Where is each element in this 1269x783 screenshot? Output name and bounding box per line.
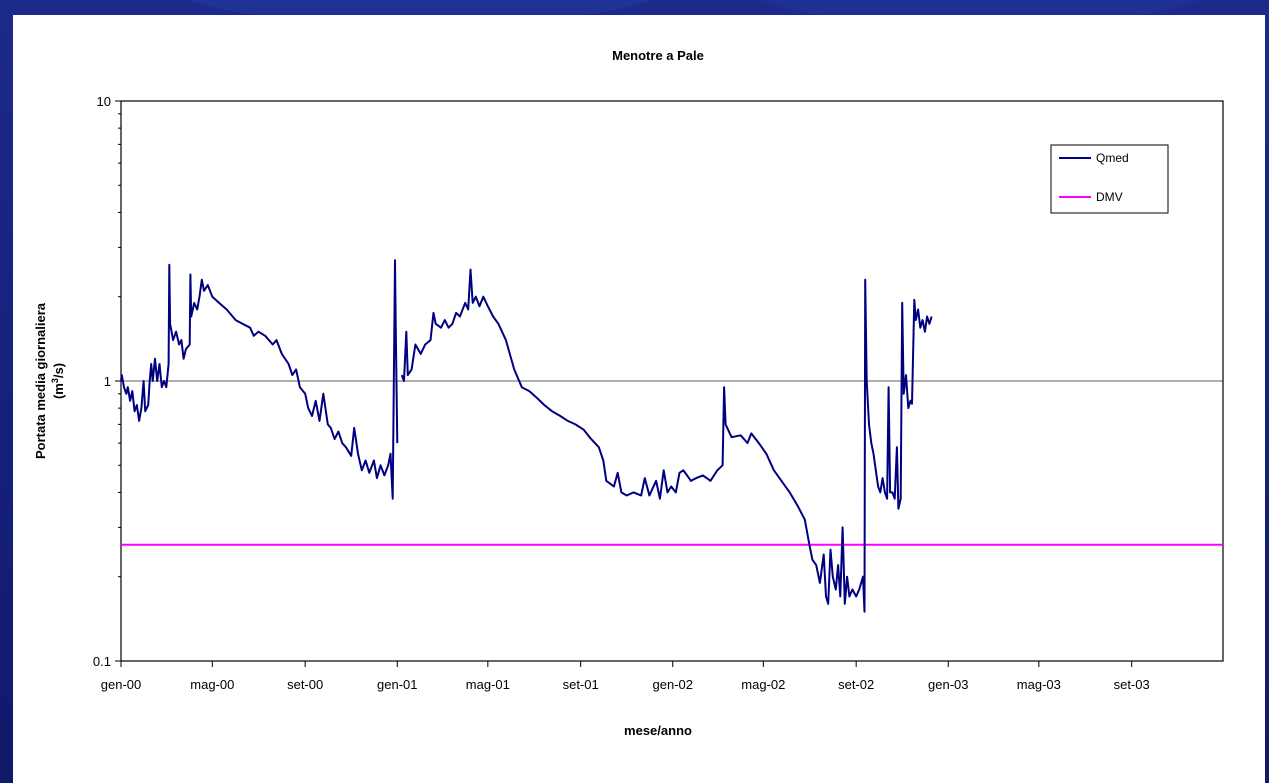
x-axis-title: mese/anno — [624, 723, 692, 738]
x-tick-label: gen-00 — [101, 677, 141, 692]
legend: Qmed DMV — [1050, 144, 1169, 214]
y-tick-label: 0.1 — [93, 654, 111, 669]
qmed-series — [120, 259, 933, 613]
x-tick-label: set-03 — [1114, 677, 1150, 692]
x-tick-label: mag-01 — [466, 677, 510, 692]
legend-box — [1050, 144, 1169, 214]
x-tick-label: set-01 — [563, 677, 599, 692]
x-tick-label: set-00 — [287, 677, 323, 692]
legend-label-qmed: Qmed — [1096, 151, 1129, 165]
x-tick-label: set-02 — [838, 677, 874, 692]
y-tick-label: 1 — [104, 374, 111, 389]
y-tick-label: 10 — [97, 94, 111, 109]
x-tick-label: gen-02 — [653, 677, 693, 692]
x-tick-label: mag-00 — [190, 677, 234, 692]
y-axis-title: Portata media giornaliera (m3/s) — [33, 302, 66, 459]
y-axis-title-line1: Portata media giornaliera — [33, 302, 48, 459]
x-tick-label: mag-02 — [741, 677, 785, 692]
chart-title: Menotre a Pale — [612, 48, 704, 63]
x-tick-label: mag-03 — [1017, 677, 1061, 692]
chart-panel: Menotre a Pale 0.1 1 10 gen-00 mag-00 set-00… — [13, 15, 1265, 783]
line-chart: Menotre a Pale 0.1 1 10 gen-00 mag-00 set-00… — [33, 48, 1224, 738]
y-axis-ticks: 0.1 1 10 — [93, 94, 121, 669]
x-tick-label: gen-01 — [377, 677, 417, 692]
x-tick-label: gen-03 — [928, 677, 968, 692]
y-axis-title-line2: (m3/s) — [50, 363, 66, 399]
series-line-qmed — [120, 259, 933, 613]
legend-label-dmv: DMV — [1096, 190, 1123, 204]
x-axis-ticks: gen-00 mag-00 set-00 gen-01 mag-01 set-01 gen-… — [101, 661, 1150, 692]
